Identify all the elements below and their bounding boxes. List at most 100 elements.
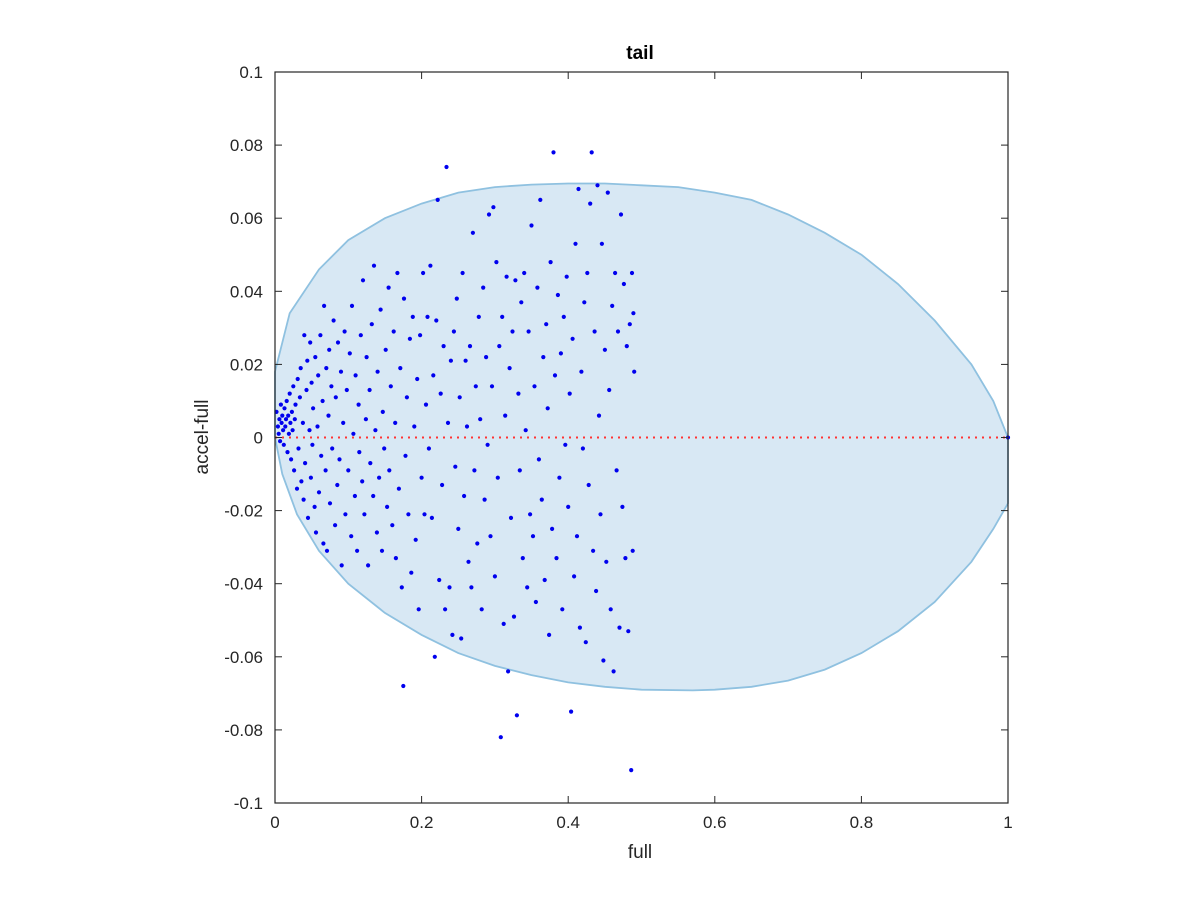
data-point (335, 482, 340, 488)
data-point (547, 632, 552, 638)
data-point (623, 556, 628, 561)
confidence-region (274, 182, 1009, 692)
data-point (488, 534, 493, 539)
y-tick-label: -0.06 (224, 648, 263, 667)
data-point (557, 475, 562, 480)
data-point (514, 713, 520, 718)
data-point (398, 366, 403, 371)
data-point (552, 373, 558, 378)
data-point (598, 512, 603, 517)
data-point (412, 424, 417, 429)
data-point (473, 384, 478, 389)
data-point (577, 625, 583, 630)
data-point (486, 212, 492, 217)
data-point (567, 391, 572, 396)
data-point (457, 395, 462, 400)
data-point (536, 457, 542, 462)
data-point (608, 607, 613, 612)
data-point (375, 369, 380, 374)
data-point (591, 548, 596, 553)
data-point (289, 457, 294, 462)
data-point (520, 556, 525, 561)
data-point (444, 164, 449, 170)
data-point (478, 417, 483, 422)
data-point (618, 212, 624, 217)
data-point (349, 534, 354, 539)
data-point (470, 230, 475, 235)
data-point (592, 329, 597, 334)
data-point (511, 614, 517, 619)
data-point (327, 347, 332, 352)
data-point (294, 486, 300, 491)
y-tick-label: 0.06 (230, 209, 263, 228)
y-tick-label: -0.04 (224, 575, 263, 594)
data-point (528, 512, 533, 517)
data-point (382, 446, 387, 451)
data-point (278, 402, 283, 407)
data-point (443, 607, 448, 612)
data-point (393, 420, 398, 425)
data-point (327, 501, 333, 506)
data-point (283, 424, 288, 429)
data-point (548, 260, 553, 265)
data-point (371, 263, 377, 268)
y-tick-label: -0.08 (224, 721, 263, 740)
data-point (288, 420, 293, 425)
data-point (466, 559, 471, 564)
data-point (302, 333, 307, 338)
data-point (383, 347, 388, 352)
data-point (407, 336, 412, 341)
data-point (360, 479, 365, 484)
data-point (287, 391, 292, 396)
data-point (579, 369, 584, 374)
data-point (374, 530, 379, 535)
data-point (285, 450, 290, 455)
data-point (484, 355, 489, 360)
data-point (517, 468, 522, 473)
data-point (396, 486, 401, 491)
x-tick-label: 0.4 (556, 813, 580, 832)
data-point (292, 417, 297, 422)
data-point (463, 358, 468, 363)
data-point (545, 406, 550, 411)
data-point (544, 322, 549, 327)
data-point (393, 556, 398, 561)
data-point (298, 366, 303, 371)
data-point (472, 468, 477, 473)
x-tick-label: 0.2 (410, 813, 434, 832)
data-point (611, 669, 616, 674)
data-point (330, 446, 335, 451)
data-point (428, 263, 433, 268)
data-point (506, 669, 511, 674)
data-point (631, 311, 636, 316)
data-point (324, 366, 329, 371)
data-point (339, 563, 344, 568)
data-point (523, 428, 528, 433)
data-point (516, 391, 521, 396)
data-point (586, 482, 591, 488)
data-point (482, 497, 487, 502)
data-point (409, 570, 414, 575)
data-point (447, 585, 452, 590)
data-point (275, 424, 280, 429)
data-point (532, 384, 537, 389)
data-point (331, 318, 336, 323)
data-point (572, 574, 577, 579)
data-point (292, 468, 297, 473)
data-point (324, 548, 330, 553)
data-point (550, 526, 555, 532)
data-point (373, 428, 378, 433)
data-point (316, 373, 321, 378)
data-point (630, 548, 635, 553)
data-point (481, 285, 486, 290)
data-point (522, 270, 527, 276)
data-point (352, 493, 357, 499)
data-point (410, 314, 415, 319)
data-point (305, 358, 310, 363)
data-point (335, 340, 341, 345)
data-point (284, 398, 289, 404)
data-point (615, 329, 621, 334)
data-point (533, 599, 539, 605)
data-point (454, 296, 459, 301)
data-point (595, 183, 600, 188)
